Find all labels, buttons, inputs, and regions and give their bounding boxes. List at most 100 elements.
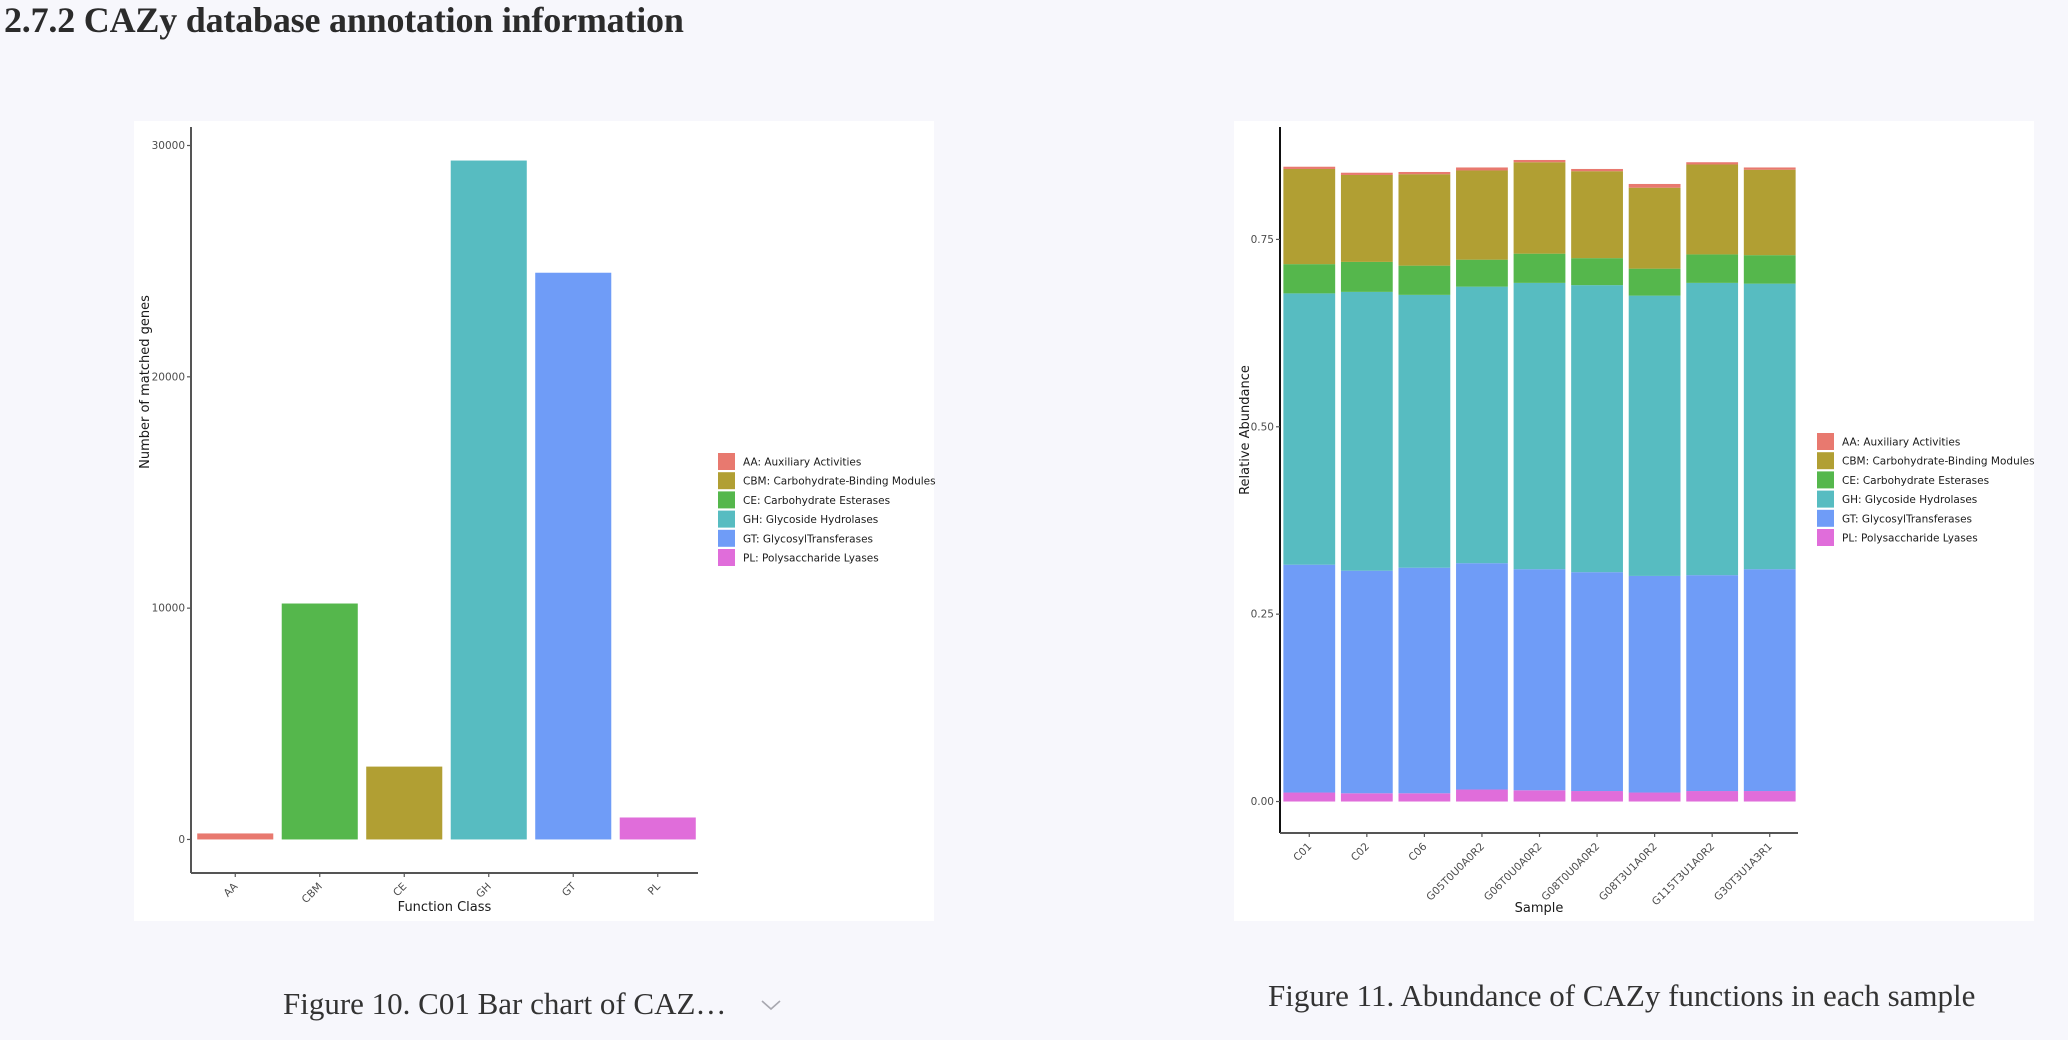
bar-segment-gt <box>1628 575 1681 793</box>
bar-segment-gh <box>1456 286 1508 564</box>
y-tick-label: 0.00 <box>1251 796 1274 808</box>
bar-segment-pl <box>1686 791 1739 802</box>
bar-segment-aa <box>1283 166 1336 169</box>
bar-segment-aa <box>1686 162 1739 165</box>
bar-segment-ce <box>1571 258 1623 286</box>
x-tick-label: G08T3U1A0R2 <box>1597 841 1660 904</box>
bar-segment-ce <box>1340 261 1393 292</box>
bar-segment-pl <box>1283 792 1336 802</box>
bar-gt <box>535 272 612 840</box>
x-tick-label: G06T0U0A0R2 <box>1482 841 1545 904</box>
legend-label-gt: GT: GlycosylTransferases <box>1842 513 1972 525</box>
legend-swatch-ce <box>1817 471 1834 489</box>
x-tick-label: G05T0U0A0R2 <box>1424 841 1487 904</box>
bar-segment-ce <box>1283 264 1336 294</box>
bar-segment-aa <box>1571 168 1623 172</box>
figure-10-caption[interactable]: Figure 10. C01 Bar chart of CAZ… <box>283 986 727 1021</box>
x-tick-label: C06 <box>1406 840 1429 863</box>
chart-panel-relative-abundance: 0.00 0.25 0.50 0.75 C01 C02 C06 G05T0U0A0R2 G06T… <box>1234 121 2035 921</box>
bar-segment-cbm <box>1283 168 1336 265</box>
bar-segment-ce <box>1456 259 1508 287</box>
bar-segment-aa <box>1456 167 1508 171</box>
bar-segment-pl <box>1398 793 1451 802</box>
x-tick-label: G08T0U0A0R2 <box>1539 841 1602 904</box>
bar-segment-ce <box>1686 254 1739 283</box>
bar-segment-pl <box>1456 789 1508 802</box>
bar-segment-gt <box>1283 564 1336 793</box>
bar-segment-gh <box>1398 294 1451 568</box>
y-tick-label: 10000 <box>152 603 185 615</box>
bar-segment-aa <box>1513 159 1566 163</box>
legend-swatch-gt <box>718 529 735 547</box>
bar-segment-gt <box>1571 572 1623 792</box>
x-tick-label: AA <box>222 880 241 899</box>
y-tick-label: 0.25 <box>1251 609 1274 621</box>
legend-swatch-aa <box>1817 433 1834 450</box>
bar-segment-gh <box>1513 282 1566 570</box>
bar-segment-pl <box>1628 792 1681 802</box>
bar-segment-pl <box>1340 793 1393 802</box>
x-tick-label: PL <box>646 881 663 898</box>
bar-segment-cbm <box>1628 187 1681 269</box>
bar-segment-pl <box>1743 791 1796 802</box>
bar-segment-gh <box>1340 291 1393 571</box>
bar-segment-cbm <box>1456 170 1508 260</box>
bar-segment-aa <box>1628 183 1681 188</box>
legend-label-aa: AA: Auxiliary Activities <box>1842 437 1960 449</box>
bar-gh <box>450 160 527 840</box>
y-tick-label: 0.75 <box>1251 234 1274 246</box>
bar-segment-cbm <box>1340 174 1393 262</box>
legend-swatch-cbm <box>1817 452 1834 470</box>
legend-label-gt: GT: GlycosylTransferases <box>743 533 873 545</box>
bar-cbm <box>281 603 358 840</box>
x-tick-label: GH <box>474 881 494 901</box>
bar-segment-pl <box>1513 790 1566 802</box>
bar-segment-ce <box>1398 265 1451 295</box>
bar-segment-pl <box>1571 791 1623 802</box>
bar-segment-gt <box>1456 563 1508 790</box>
bar-segment-gh <box>1283 293 1336 565</box>
bar-chart-gene-counts: 0 10000 20000 30000 AA CBM CE GH GT PL Function Cl… <box>138 127 936 915</box>
x-tick-label: CBM <box>300 881 325 906</box>
y-tick-label: 0 <box>178 834 185 846</box>
legend-label-gh: GH: Glycoside Hydrolases <box>1842 494 1977 506</box>
legend-label-gh: GH: Glycoside Hydrolases <box>743 514 878 526</box>
bar-pl <box>619 817 696 840</box>
x-tick-label: CE <box>391 881 409 899</box>
x-tick-label: GT <box>560 880 579 899</box>
bar-segment-cbm <box>1571 171 1623 259</box>
legend-swatch-gh <box>1817 490 1834 508</box>
bar-segment-aa <box>1340 172 1393 175</box>
legend-swatch-aa <box>718 453 735 470</box>
bar-segment-ce <box>1513 253 1566 283</box>
y-tick-label: 20000 <box>152 371 185 383</box>
bar-segment-gt <box>1743 569 1796 792</box>
legend-label-cbm: CBM: Carbohydrate-Binding Modules <box>1842 456 2035 468</box>
bar-segment-cbm <box>1686 164 1739 255</box>
bar-segment-gh <box>1743 283 1796 570</box>
legend-swatch-cbm <box>718 472 735 490</box>
legend-label-ce: CE: Carbohydrate Esterases <box>743 495 890 507</box>
legend-label-cbm: CBM: Carbohydrate-Binding Modules <box>743 476 936 488</box>
bar-aa <box>197 833 274 840</box>
chevron-down-icon[interactable] <box>760 998 782 1012</box>
chart-panel-gene-counts: 0 10000 20000 30000 AA CBM CE GH GT PL Function Cl… <box>134 121 936 921</box>
y-tick-label: 0.50 <box>1251 421 1274 433</box>
bar-segment-gh <box>1571 285 1623 573</box>
legend-label-ce: CE: Carbohydrate Esterases <box>1842 475 1989 487</box>
bar-segment-cbm <box>1513 162 1566 254</box>
legend-label-aa: AA: Auxiliary Activities <box>743 457 861 469</box>
legend-swatch-pl <box>1817 529 1834 546</box>
legend-label-pl: PL: Polysaccharide Lyases <box>1842 533 1978 545</box>
bar-segment-cbm <box>1743 169 1796 256</box>
x-axis-title: Sample <box>1515 901 1564 916</box>
legend-swatch-ce <box>718 491 735 509</box>
bar-segment-aa <box>1743 167 1796 170</box>
x-tick-label: C01 <box>1291 841 1314 864</box>
x-tick-label: G30T3U1A3R1 <box>1712 841 1775 904</box>
legend-swatch-pl <box>718 549 735 566</box>
x-axis-title: Function Class <box>398 900 492 915</box>
x-tick-label: C02 <box>1349 841 1372 864</box>
stacked-bar-chart-abundance: 0.00 0.25 0.50 0.75 C01 C02 C06G05T0U0A0R2G06T… <box>1238 127 2035 916</box>
x-tick-label: G115T3U1A0R2 <box>1650 841 1718 909</box>
